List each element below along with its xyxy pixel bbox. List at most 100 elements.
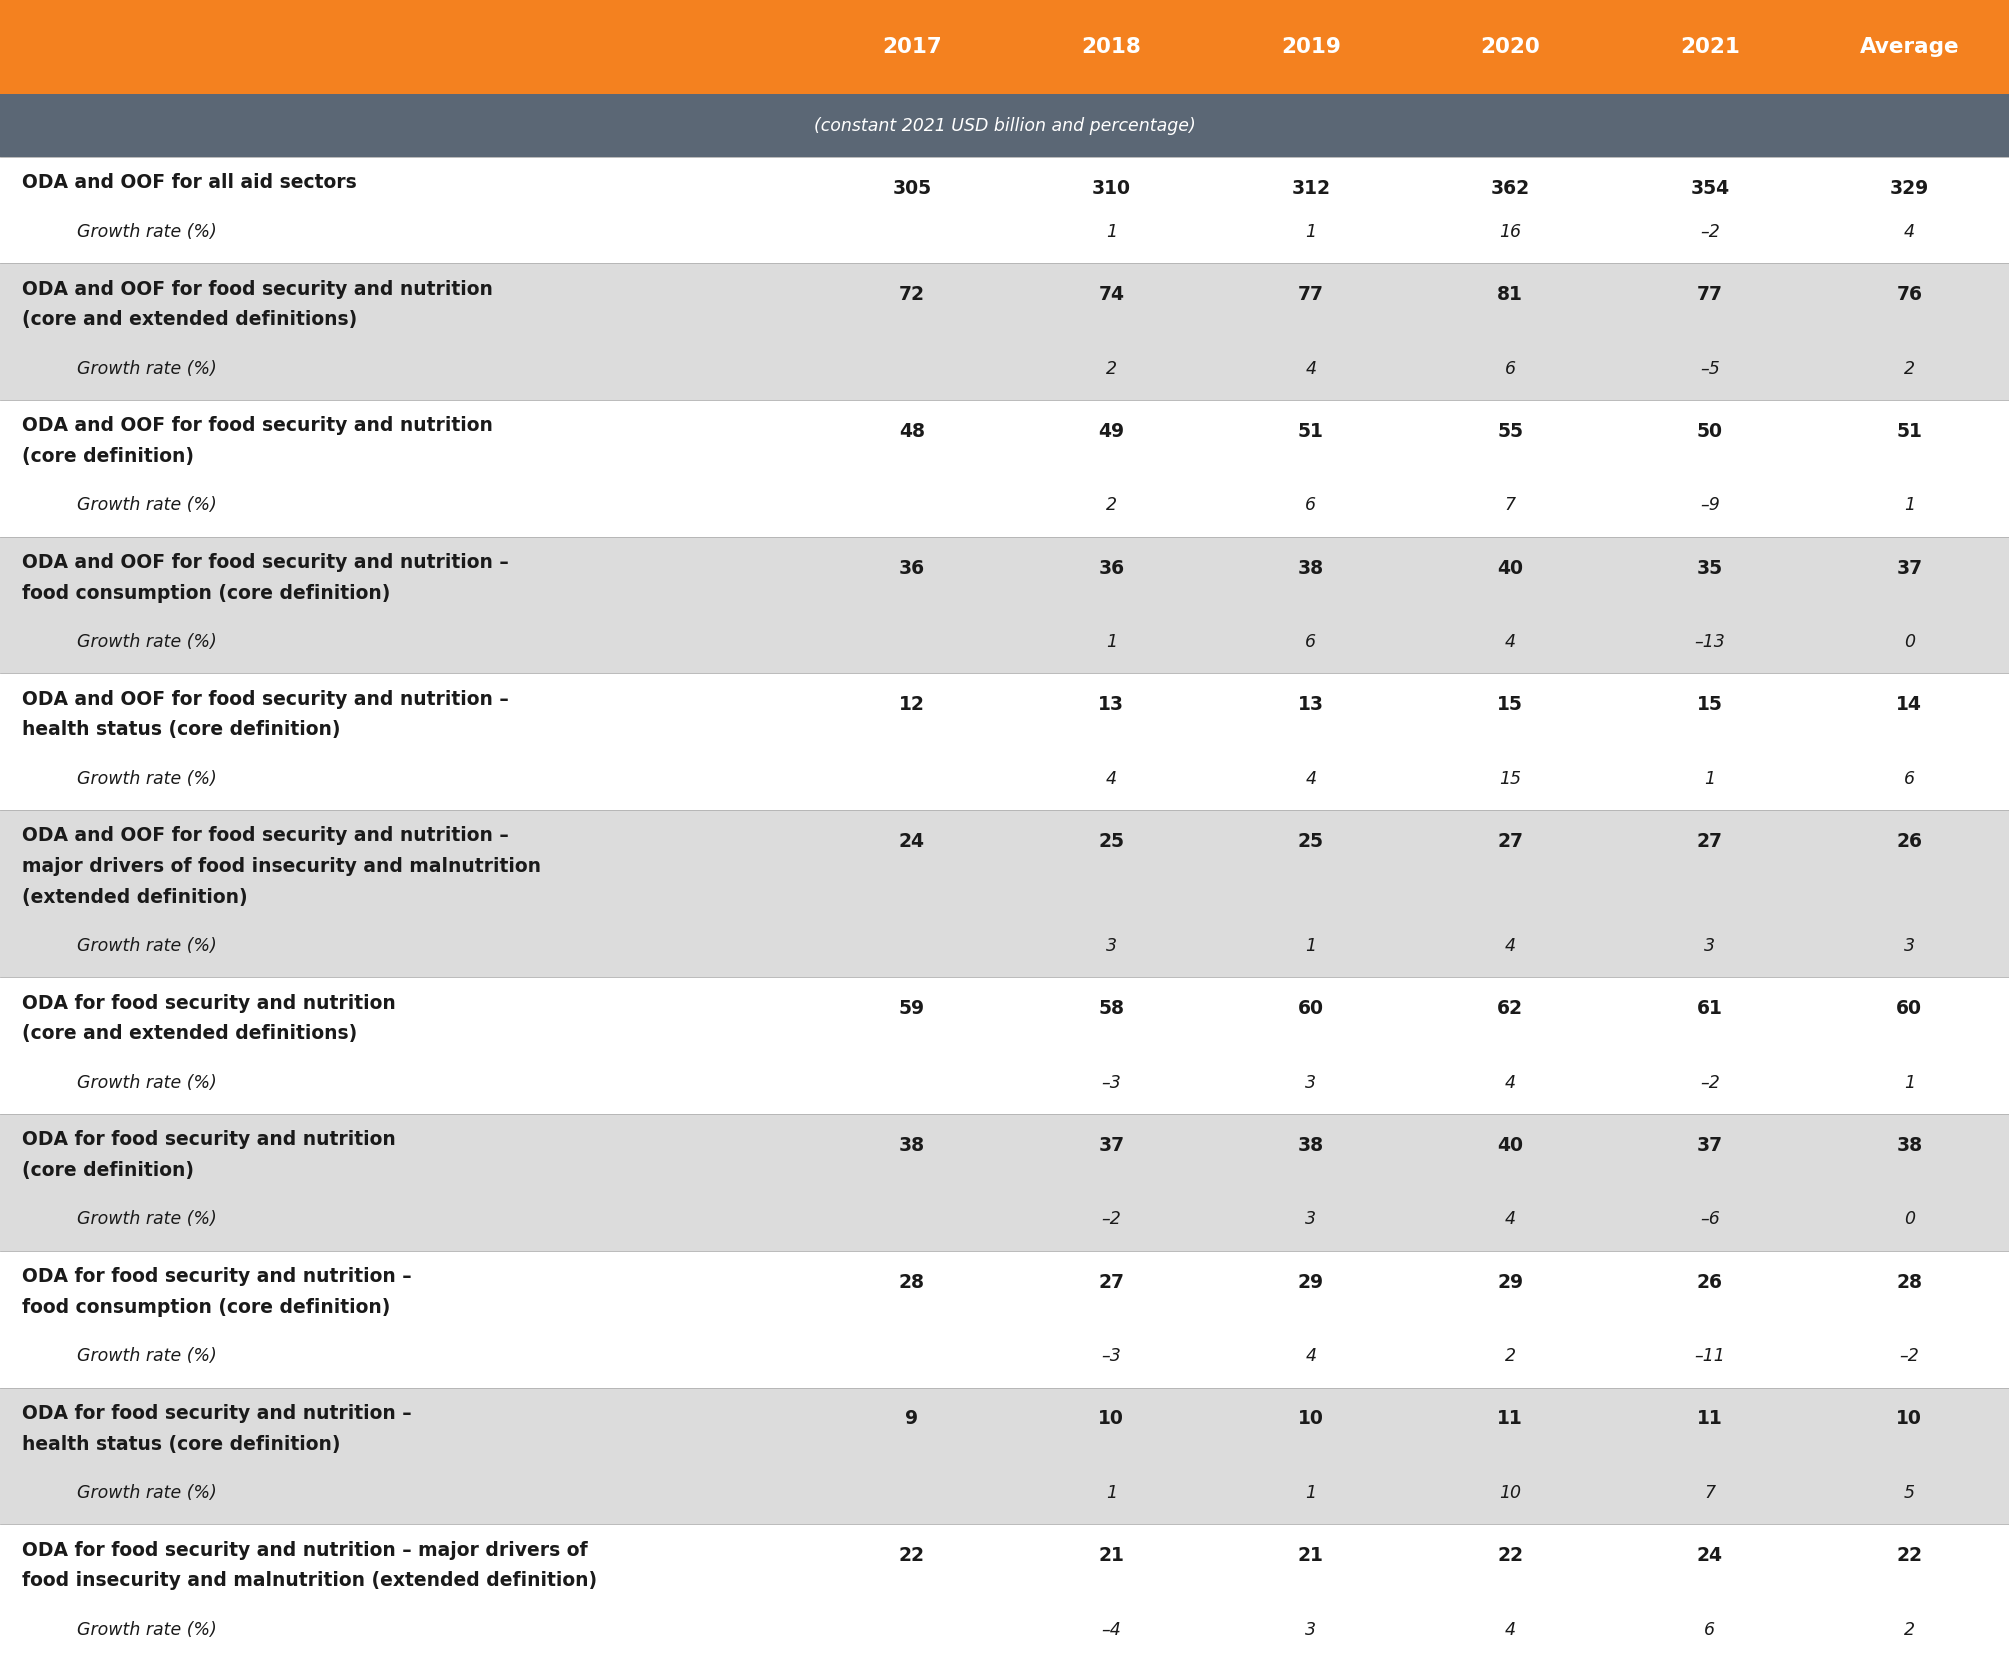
Text: –2: –2 [1101,1211,1121,1229]
Text: 2: 2 [1905,1621,1915,1638]
Text: ODA for food security and nutrition: ODA for food security and nutrition [22,993,396,1013]
Text: Growth rate (%): Growth rate (%) [76,497,217,515]
Text: 4: 4 [1505,633,1515,651]
Text: 4: 4 [1505,937,1515,955]
Text: 60: 60 [1896,1000,1923,1018]
Text: Growth rate (%): Growth rate (%) [76,359,217,377]
Bar [0,95,2009,158]
Text: 0: 0 [1905,1211,1915,1229]
Text: (constant 2021 USD billion and percentage): (constant 2021 USD billion and percentag… [814,116,1195,135]
Text: 24: 24 [898,832,924,850]
Text: (core definition): (core definition) [22,1161,195,1179]
Text: (core and extended definitions): (core and extended definitions) [22,311,358,329]
Bar [0,1115,2009,1251]
Text: 4: 4 [1306,359,1316,377]
Text: 4: 4 [1905,223,1915,241]
Text: 50: 50 [1698,422,1724,440]
Text: 22: 22 [1896,1546,1923,1565]
Text: 1: 1 [1905,497,1915,515]
Text: 15: 15 [1497,696,1523,714]
Text: 28: 28 [1896,1272,1923,1292]
Text: 72: 72 [898,286,924,304]
Text: 4: 4 [1505,1621,1515,1638]
Text: 13: 13 [1298,696,1324,714]
Text: 29: 29 [1298,1272,1324,1292]
Text: 2017: 2017 [882,37,942,56]
Text: 74: 74 [1099,286,1125,304]
Text: major drivers of food insecurity and malnutrition: major drivers of food insecurity and mal… [22,857,540,875]
Text: Growth rate (%): Growth rate (%) [76,223,217,241]
Text: 3: 3 [1704,937,1716,955]
Text: 12: 12 [898,696,924,714]
Text: 25: 25 [1298,832,1324,850]
Bar [0,400,2009,537]
Text: Growth rate (%): Growth rate (%) [76,633,217,651]
Text: food consumption (core definition): food consumption (core definition) [22,1297,390,1317]
Text: 48: 48 [898,422,924,440]
Text: 10: 10 [1499,1483,1521,1502]
Text: (core definition): (core definition) [22,447,195,467]
Bar [0,1387,2009,1525]
Text: 1: 1 [1905,1073,1915,1091]
Text: 3: 3 [1306,1211,1316,1229]
Text: 329: 329 [1890,179,1929,198]
Text: 38: 38 [1298,1136,1324,1154]
Text: 38: 38 [1298,558,1324,578]
Text: 60: 60 [1298,1000,1324,1018]
Bar [0,1251,2009,1387]
Text: 40: 40 [1497,558,1523,578]
Text: 51: 51 [1896,422,1923,440]
Text: 16: 16 [1499,223,1521,241]
Text: 4: 4 [1505,1073,1515,1091]
Text: Growth rate (%): Growth rate (%) [76,1483,217,1502]
Text: Average: Average [1860,37,1959,56]
Text: 36: 36 [1099,558,1125,578]
Text: 6: 6 [1704,1621,1716,1638]
Text: ODA and OOF for food security and nutrition –: ODA and OOF for food security and nutrit… [22,689,508,709]
Text: 25: 25 [1099,832,1125,850]
Text: 11: 11 [1698,1410,1722,1428]
Text: 9: 9 [906,1410,918,1428]
Text: 2: 2 [1105,359,1117,377]
Text: ODA and OOF for food security and nutrition: ODA and OOF for food security and nutrit… [22,417,492,435]
Text: 27: 27 [1099,1272,1125,1292]
Bar [0,0,2009,95]
Text: (core and extended definitions): (core and extended definitions) [22,1025,358,1043]
Text: Growth rate (%): Growth rate (%) [76,1621,217,1638]
Text: 7: 7 [1505,497,1515,515]
Bar [0,1525,2009,1661]
Text: 3: 3 [1306,1073,1316,1091]
Text: 3: 3 [1105,937,1117,955]
Text: ODA for food security and nutrition –: ODA for food security and nutrition – [22,1267,412,1286]
Text: (extended definition): (extended definition) [22,887,247,907]
Text: –5: –5 [1700,359,1720,377]
Text: 11: 11 [1497,1410,1523,1428]
Text: 15: 15 [1499,769,1521,787]
Text: Growth rate (%): Growth rate (%) [76,1073,217,1091]
Text: 4: 4 [1105,769,1117,787]
Text: 1: 1 [1306,937,1316,955]
Text: ODA for food security and nutrition – major drivers of: ODA for food security and nutrition – ma… [22,1541,587,1560]
Text: 28: 28 [898,1272,924,1292]
Text: 38: 38 [898,1136,924,1154]
Text: 10: 10 [1099,1410,1125,1428]
Text: 77: 77 [1698,286,1724,304]
Text: Growth rate (%): Growth rate (%) [76,937,217,955]
Text: 35: 35 [1698,558,1724,578]
Text: 3: 3 [1306,1621,1316,1638]
Text: Growth rate (%): Growth rate (%) [76,1347,217,1365]
Text: 6: 6 [1306,497,1316,515]
Text: 6: 6 [1905,769,1915,787]
Text: 37: 37 [1896,558,1923,578]
Bar [0,158,2009,262]
Text: 2019: 2019 [1282,37,1340,56]
Text: 354: 354 [1690,179,1730,198]
Text: 21: 21 [1099,1546,1125,1565]
Text: 312: 312 [1292,179,1330,198]
Text: 0: 0 [1905,633,1915,651]
Text: 77: 77 [1298,286,1324,304]
Bar [0,811,2009,977]
Text: 49: 49 [1099,422,1125,440]
Text: 1: 1 [1105,223,1117,241]
Text: 4: 4 [1306,1347,1316,1365]
